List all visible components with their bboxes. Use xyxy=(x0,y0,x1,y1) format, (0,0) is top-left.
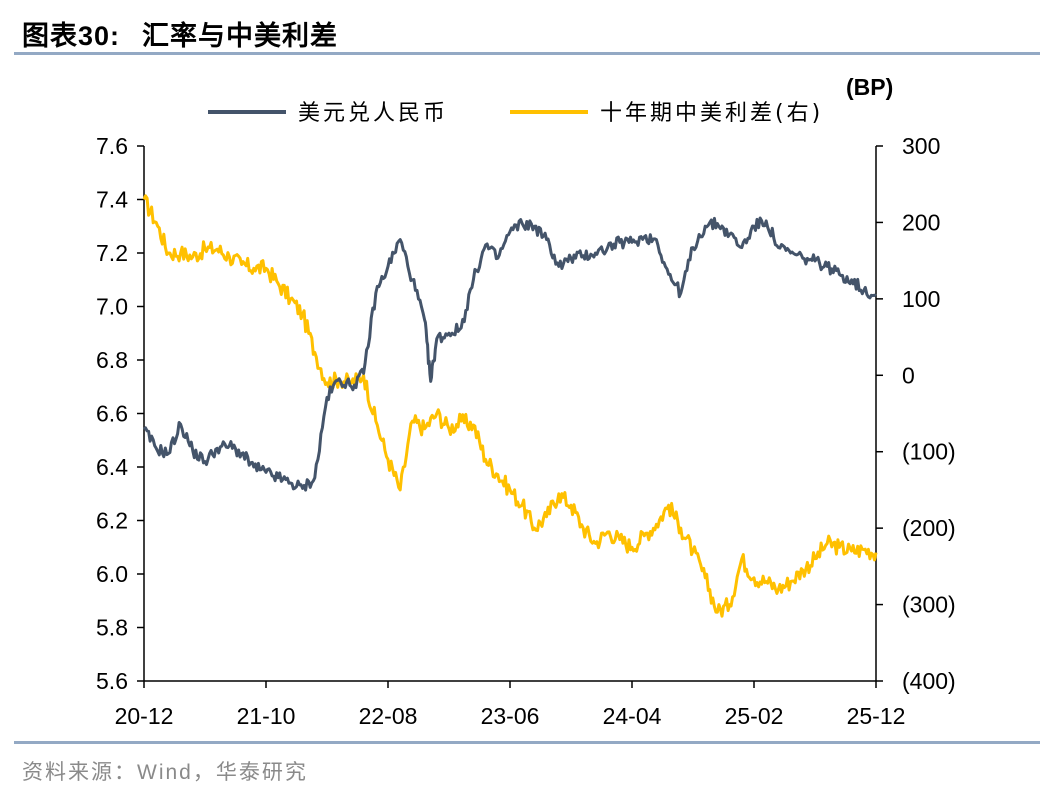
x-tick-label: 21-10 xyxy=(237,703,296,729)
x-tick-label: 24-04 xyxy=(603,703,662,729)
x-tick-label: 25-02 xyxy=(725,703,784,729)
x-tick-label: 20-12 xyxy=(115,703,174,729)
left-tick-label: 6.4 xyxy=(96,454,128,480)
right-tick-label: 0 xyxy=(902,362,915,388)
legend-label-spread: 十年期中美利差(右) xyxy=(600,101,823,126)
x-tick-label: 23-06 xyxy=(481,703,540,729)
figure-title: 汇率与中美利差 xyxy=(142,21,339,51)
left-tick-label: 6.0 xyxy=(96,561,128,587)
footer-rule xyxy=(14,741,1040,744)
axes: 7.6 7.4 7.2 7.0 6.8 6.6 6.4 6.2 6.0 5.8 5.6 300 200 1… xyxy=(96,133,956,729)
left-tick-label: 6.8 xyxy=(96,347,128,373)
left-tick-label: 5.6 xyxy=(96,668,128,694)
figure-header: 图表30: 汇率与中美利差 xyxy=(22,14,338,53)
left-tick-label: 5.8 xyxy=(96,615,128,641)
left-tick-label: 7.0 xyxy=(96,294,128,320)
right-axis-unit-label: (BP) xyxy=(846,74,893,100)
right-tick-label: 100 xyxy=(902,286,940,312)
right-tick-label: 200 xyxy=(902,209,940,235)
left-tick-label: 6.6 xyxy=(96,401,128,427)
right-tick-label: (400) xyxy=(902,668,956,694)
legend-label-usdcny: 美元兑人民币 xyxy=(298,101,448,126)
source-note: 资料来源：Wind，华泰研究 xyxy=(22,761,308,784)
x-tick-label: 25-12 xyxy=(847,703,906,729)
series-line-usdcny xyxy=(142,216,877,492)
plot-area xyxy=(142,194,878,618)
right-tick-label: 300 xyxy=(902,133,940,159)
x-tick-label: 22-08 xyxy=(359,703,418,729)
header-rule xyxy=(14,52,1040,55)
left-tick-label: 7.4 xyxy=(96,187,128,213)
left-tick-label: 7.2 xyxy=(96,240,128,266)
legend: 美元兑人民币 十年期中美利差(右) xyxy=(208,101,823,126)
series-line-spread xyxy=(142,194,878,618)
left-tick-label: 7.6 xyxy=(96,133,128,159)
right-tick-label: (100) xyxy=(902,439,956,465)
left-tick-label: 6.2 xyxy=(96,508,128,534)
figure-label: 图表30: xyxy=(22,21,121,51)
right-tick-label: (300) xyxy=(902,592,956,618)
right-tick-label: (200) xyxy=(902,515,956,541)
